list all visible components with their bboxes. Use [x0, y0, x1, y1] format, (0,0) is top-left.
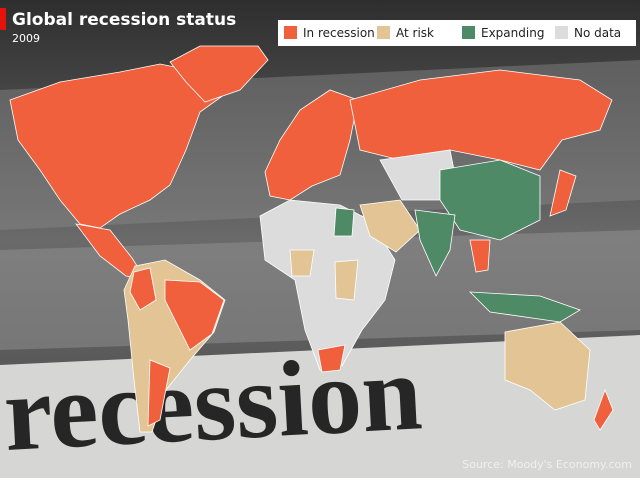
title: Global recession status	[12, 10, 236, 30]
country-region	[129, 267, 157, 311]
country-region	[169, 45, 269, 103]
legend: In recession At risk Expanding No data	[284, 26, 621, 40]
legend-label: In recession	[303, 26, 375, 40]
background-word: recession	[1, 333, 425, 474]
country-region	[264, 89, 359, 201]
country-region	[504, 321, 591, 411]
country-region	[469, 239, 491, 273]
legend-swatch	[284, 26, 297, 39]
country-region	[289, 249, 315, 277]
legend-label: No data	[574, 26, 621, 40]
country-region	[147, 359, 171, 427]
country-region	[164, 279, 225, 351]
title-marker	[0, 8, 6, 30]
country-region	[317, 344, 346, 373]
legend-swatch	[377, 26, 390, 39]
country-region	[468, 291, 581, 323]
legend-label: At risk	[396, 26, 434, 40]
country-region	[549, 169, 577, 217]
legend-label: Expanding	[481, 26, 544, 40]
country-region	[333, 207, 355, 237]
legend-box	[278, 20, 636, 46]
legend-swatch	[462, 26, 475, 39]
country-region	[334, 259, 359, 301]
world-map	[9, 45, 614, 433]
legend-swatch	[555, 26, 568, 39]
country-region	[414, 209, 456, 277]
country-region	[439, 159, 541, 241]
country-region	[259, 199, 396, 371]
country-region	[359, 199, 421, 253]
source: Source: Moody's Economy.com	[462, 458, 632, 471]
country-region	[9, 63, 229, 229]
country-region	[593, 388, 614, 431]
subtitle: 2009	[12, 32, 40, 45]
